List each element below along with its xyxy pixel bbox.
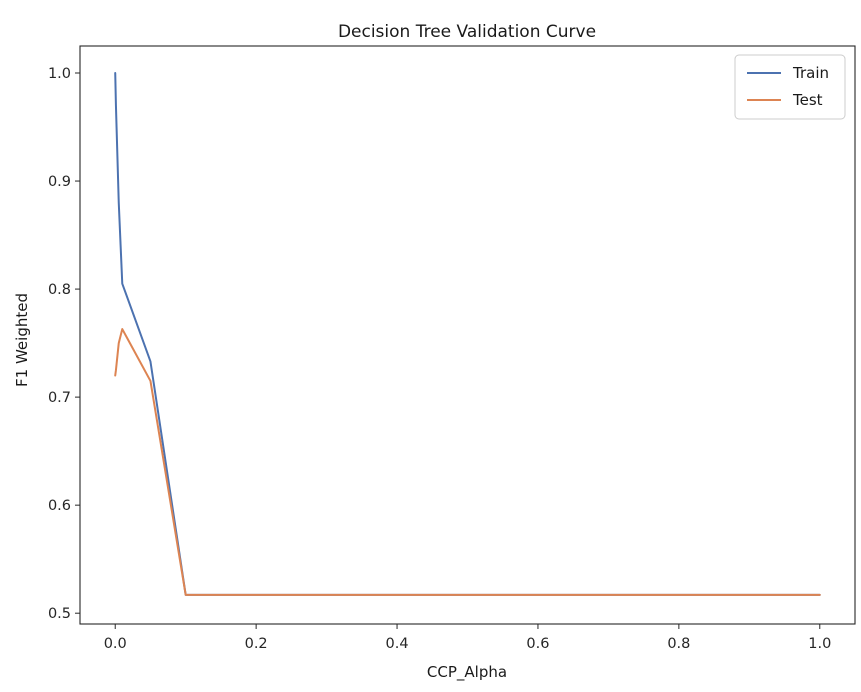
series-line-test bbox=[114, 328, 821, 596]
y-tick-label: 0.5 bbox=[48, 606, 71, 622]
plot-area bbox=[79, 45, 856, 625]
y-axis: 0.5 0.6 0.7 0.8 0.9 1.0 bbox=[48, 66, 80, 622]
y-tick-label: 0.8 bbox=[48, 282, 71, 298]
chart-title: Decision Tree Validation Curve bbox=[338, 22, 596, 42]
x-tick-label: 0.4 bbox=[386, 636, 409, 652]
legend-box bbox=[734, 54, 846, 120]
y-tick-label: 0.7 bbox=[48, 390, 71, 406]
y-tick-label: 1.0 bbox=[48, 66, 71, 82]
y-tick-label: 0.6 bbox=[48, 498, 71, 514]
plot-frame bbox=[79, 45, 856, 625]
y-axis-label: F1 Weighted bbox=[13, 293, 31, 387]
x-tick-label: 0.6 bbox=[526, 636, 549, 652]
series-layer bbox=[114, 72, 821, 596]
x-tick-label: 0.0 bbox=[104, 636, 127, 652]
x-axis: 0.0 0.2 0.4 0.6 0.8 1.0 bbox=[104, 624, 831, 652]
x-tick-label: 1.0 bbox=[808, 636, 831, 652]
x-tick-label: 0.8 bbox=[667, 636, 690, 652]
legend-label-train: Train bbox=[792, 64, 829, 82]
legend: Train Test bbox=[734, 54, 846, 120]
x-tick-label: 0.2 bbox=[245, 636, 268, 652]
legend-label-test: Test bbox=[792, 91, 823, 109]
y-tick-label: 0.9 bbox=[48, 174, 71, 190]
x-axis-label: CCP_Alpha bbox=[427, 663, 507, 682]
